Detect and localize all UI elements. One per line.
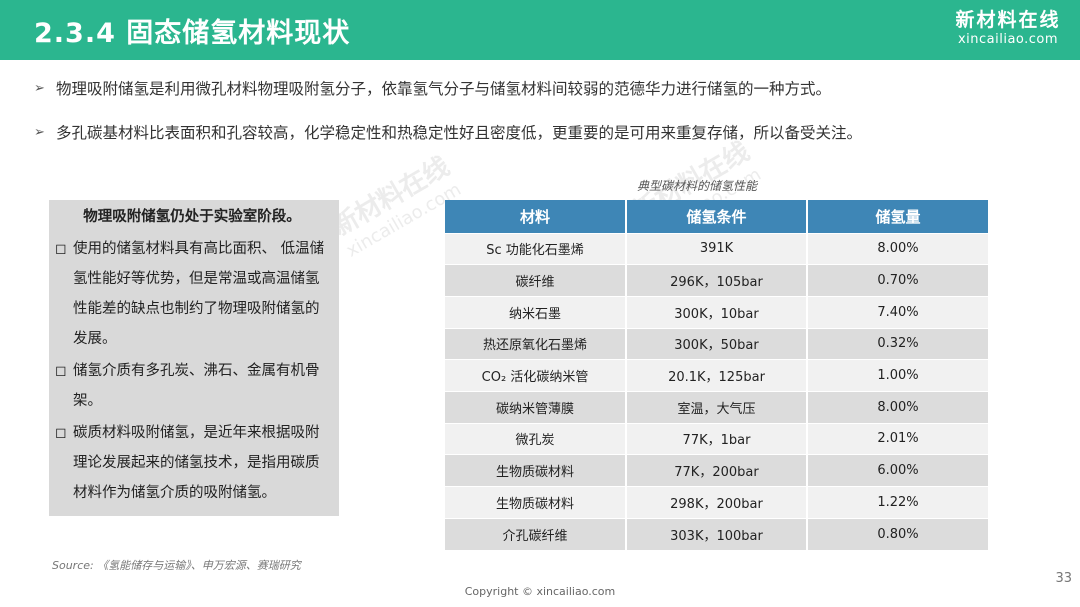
table-row: Sc 功能化石墨烯 391K 8.00% (445, 232, 988, 265)
bullet-text: 多孔碳基材料比表面积和孔容较高，化学稳定性和热稳定性好且密度低，更重要的是可用来… (56, 124, 863, 142)
table-row: 纳米石墨 300K，10bar 7.40% (445, 295, 988, 329)
note-text: 使用的储氢材料具有高比面积、 低温储氢性能好等优势，但是常温或高温储氢性能差的缺… (73, 241, 325, 347)
square-bullet-icon: ◻ (55, 425, 67, 441)
note-text: 碳质材料吸附储氢，是近年来根据吸附理论发展起来的储氢技术，是指用碳质材料作为储氢… (73, 425, 320, 501)
cell-material: 热还原氧化石墨烯 (445, 327, 627, 360)
cell-condition: 77K，200bar (626, 454, 808, 487)
cell-condition: 303K，100bar (626, 517, 808, 550)
table-row: 碳纤维 296K，105bar 0.70% (445, 264, 988, 297)
table-row: 生物质碳材料 77K，200bar 6.00% (445, 454, 988, 487)
cell-capacity: 2.01% (807, 422, 988, 455)
note-item: ◻ 使用的储氢材料具有高比面积、 低温储氢性能好等优势，但是常温或高温储氢性能差… (55, 234, 329, 354)
square-bullet-icon: ◻ (55, 363, 67, 379)
table-header-row: 材料 储氢条件 储氢量 (445, 200, 988, 233)
cell-capacity: 0.80% (807, 517, 988, 550)
cell-capacity: 8.00% (807, 232, 988, 265)
cell-capacity: 7.40% (807, 295, 988, 329)
cell-material: 生物质碳材料 (445, 454, 627, 487)
column-header-capacity: 储氢量 (807, 200, 988, 233)
table-row: 生物质碳材料 298K，200bar 1.22% (445, 486, 988, 519)
cell-condition: 77K，1bar (626, 422, 808, 455)
intro-bullets: ➢ 物理吸附储氢是利用微孔材料物理吸附氢分子，依靠氢气分子与储氢材料间较弱的范德… (34, 76, 1074, 164)
page-number: 33 (1055, 571, 1072, 586)
square-bullet-icon: ◻ (55, 241, 67, 257)
cell-material: 纳米石墨 (445, 295, 627, 329)
cell-capacity: 1.00% (807, 359, 988, 392)
table-row: 微孔炭 77K，1bar 2.01% (445, 422, 988, 455)
cell-capacity: 0.32% (807, 327, 988, 360)
note-heading: 物理吸附储氢仍处于实验室阶段。 (83, 209, 301, 225)
cell-material: 微孔炭 (445, 422, 627, 455)
cell-material: 碳纤维 (445, 264, 627, 297)
cell-capacity: 6.00% (807, 454, 988, 487)
note-item: ◻ 碳质材料吸附储氢，是近年来根据吸附理论发展起来的储氢技术，是指用碳质材料作为… (55, 418, 329, 508)
cell-material: 介孔碳纤维 (445, 517, 627, 550)
column-header-condition: 储氢条件 (626, 200, 808, 233)
cell-condition: 298K，200bar (626, 486, 808, 519)
cell-condition: 391K (626, 232, 808, 265)
table-caption: 典型碳材料的储氢性能 (637, 179, 758, 193)
bullet-text: 物理吸附储氢是利用微孔材料物理吸附氢分子，依靠氢气分子与储氢材料间较弱的范德华力… (56, 80, 832, 98)
table-row: 介孔碳纤维 303K，100bar 0.80% (445, 517, 988, 550)
bullet-item: ➢ 多孔碳基材料比表面积和孔容较高，化学稳定性和热稳定性好且密度低，更重要的是可… (34, 120, 1074, 146)
cell-condition: 300K，10bar (626, 295, 808, 329)
note-item: ◻ 储氢介质有多孔炭、沸石、金属有机骨架。 (55, 356, 329, 416)
logo-text-cn: 新材料在线 (955, 9, 1061, 31)
title-bar: 2.3.4 固态储氢材料现状 新材料在线 xincailiao.com (0, 0, 1080, 60)
watermark-cn: 新材料在线 (327, 151, 455, 243)
table-row: CO₂ 活化碳纳米管 20.1K，125bar 1.00% (445, 359, 988, 392)
logo-text-en: xincailiao.com (957, 32, 1059, 47)
cell-capacity: 8.00% (807, 390, 988, 424)
source-note: Source: 《氢能储存与运输》、申万宏源、赛瑞研究 (52, 559, 301, 572)
note-text: 储氢介质有多孔炭、沸石、金属有机骨架。 (73, 363, 320, 409)
cell-material: 碳纳米管薄膜 (445, 390, 627, 424)
copyright-notice: Copyright © xincailiao.com (464, 585, 616, 598)
cell-material: 生物质碳材料 (445, 486, 627, 519)
hydrogen-storage-table: 材料 储氢条件 储氢量 Sc 功能化石墨烯 391K 8.00% 碳纤维 296… (445, 200, 988, 550)
cell-capacity: 1.22% (807, 486, 988, 519)
arrow-bullet-icon: ➢ (34, 81, 45, 96)
cell-condition: 296K，105bar (626, 264, 808, 297)
page-title: 2.3.4 固态储氢材料现状 (34, 18, 351, 49)
cell-material: CO₂ 活化碳纳米管 (445, 359, 627, 392)
cell-material: Sc 功能化石墨烯 (445, 232, 627, 265)
table-row: 碳纳米管薄膜 室温，大气压 8.00% (445, 390, 988, 424)
column-header-material: 材料 (445, 200, 627, 233)
cell-condition: 室温，大气压 (626, 390, 808, 424)
bullet-item: ➢ 物理吸附储氢是利用微孔材料物理吸附氢分子，依靠氢气分子与储氢材料间较弱的范德… (34, 76, 1074, 102)
brand-logo[interactable]: 新材料在线 xincailiao.com (948, 8, 1068, 54)
table-row: 热还原氧化石墨烯 300K，50bar 0.32% (445, 327, 988, 360)
note-box: 物理吸附储氢仍处于实验室阶段。 ◻ 使用的储氢材料具有高比面积、 低温储氢性能好… (49, 200, 339, 516)
cell-capacity: 0.70% (807, 264, 988, 297)
arrow-bullet-icon: ➢ (34, 125, 45, 140)
cell-condition: 300K，50bar (626, 327, 808, 360)
cell-condition: 20.1K，125bar (626, 359, 808, 392)
